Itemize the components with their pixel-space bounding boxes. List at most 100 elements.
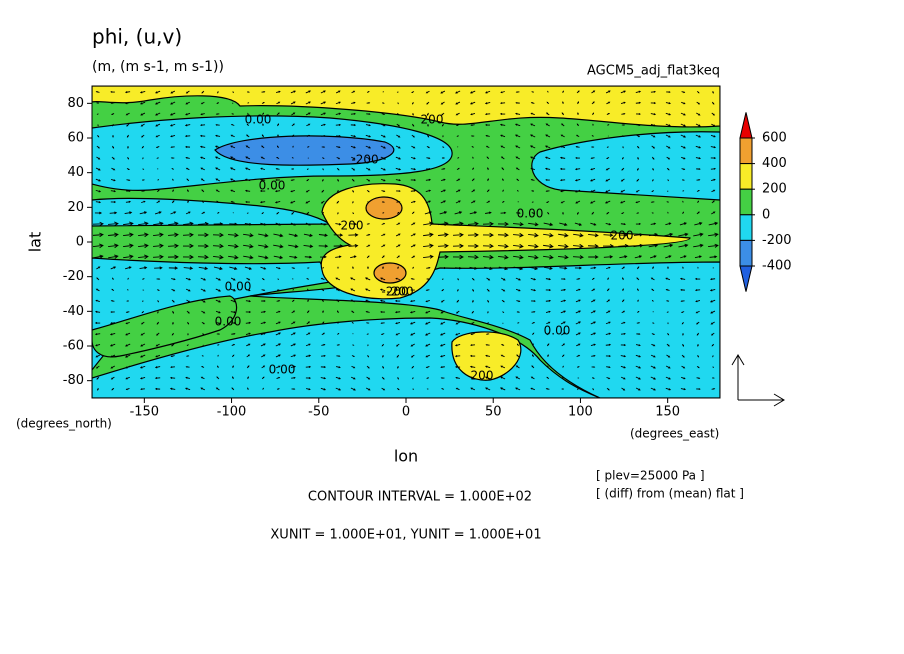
wind-vector xyxy=(575,310,582,314)
wind-vector xyxy=(200,124,206,127)
wind-vector xyxy=(483,254,494,260)
wind-vector xyxy=(243,243,254,249)
wind-vector xyxy=(367,344,369,347)
wind-vector xyxy=(154,101,161,105)
wind-vector xyxy=(245,200,250,203)
wind-vector xyxy=(457,157,460,159)
wind-vector xyxy=(366,376,371,380)
wind-vector xyxy=(696,90,700,94)
wind-vector xyxy=(560,134,565,138)
wind-vector xyxy=(273,244,284,249)
wind-vector xyxy=(696,168,701,171)
wind-vector xyxy=(516,178,520,182)
wind-vector xyxy=(140,343,146,347)
wind-vector xyxy=(365,310,370,313)
wind-vector xyxy=(410,233,416,237)
wind-vector xyxy=(636,266,640,270)
wind-vector xyxy=(603,233,614,237)
wind-vector xyxy=(154,387,161,390)
wind-vector xyxy=(246,365,250,369)
wind-vector xyxy=(651,156,655,160)
wind-vector xyxy=(681,354,685,358)
wind-vector xyxy=(694,277,701,281)
wind-vector xyxy=(711,211,716,215)
wind-vector xyxy=(514,123,521,127)
y-tick-label: -60 xyxy=(63,339,84,354)
wind-vector xyxy=(515,387,521,391)
wind-vector xyxy=(515,277,521,281)
wind-vector xyxy=(409,321,416,325)
wind-vector xyxy=(396,134,401,138)
wind-vector xyxy=(532,343,534,346)
wind-vector xyxy=(261,102,265,104)
wind-vector xyxy=(513,266,524,271)
wind-vector xyxy=(335,277,341,281)
wind-vector xyxy=(337,332,340,335)
wind-vector xyxy=(276,211,280,215)
wind-vector xyxy=(651,343,656,347)
wind-vector xyxy=(442,146,445,148)
wind-vector xyxy=(109,211,118,215)
wind-vector xyxy=(394,311,401,314)
colorbar-label: 400 xyxy=(762,156,787,171)
wind-vector xyxy=(351,365,356,369)
wind-vector xyxy=(440,299,445,303)
wind-vector xyxy=(456,124,460,127)
wind-vector xyxy=(544,145,551,149)
wind-vector xyxy=(515,112,521,115)
wind-vector xyxy=(303,244,314,249)
wind-vector xyxy=(320,255,327,259)
wind-vector xyxy=(170,146,175,149)
wind-vector xyxy=(126,168,130,171)
wind-vector xyxy=(651,288,655,292)
wind-vector xyxy=(423,232,434,238)
wind-vector xyxy=(153,243,164,249)
wind-vector xyxy=(366,255,370,259)
wind-vector xyxy=(411,123,415,127)
wind-vector xyxy=(485,333,490,335)
wind-vector xyxy=(604,200,611,204)
wind-vector xyxy=(110,91,115,93)
wind-vector xyxy=(306,168,309,170)
wind-vector xyxy=(232,376,234,380)
wind-vector xyxy=(606,157,610,160)
wind-vector xyxy=(441,157,445,159)
wind-vector xyxy=(561,123,565,127)
wind-vector xyxy=(590,321,597,325)
wind-vector xyxy=(678,232,689,237)
wind-vector xyxy=(711,388,716,390)
wind-vector xyxy=(348,244,359,248)
wind-vector xyxy=(636,145,640,149)
wind-vector xyxy=(380,156,387,160)
wind-vector xyxy=(515,145,521,149)
wind-vector xyxy=(500,134,506,138)
wind-vector xyxy=(576,123,579,127)
wind-vector xyxy=(708,221,719,226)
wind-vector xyxy=(244,167,251,171)
wind-vector xyxy=(215,123,220,126)
wind-vector xyxy=(261,365,266,369)
wind-vector xyxy=(470,321,475,325)
colorbar-segment xyxy=(739,137,753,165)
wind-vector xyxy=(367,201,370,204)
wind-vector xyxy=(515,156,520,160)
wind-vector xyxy=(318,233,328,237)
wind-vector xyxy=(472,299,474,303)
wind-vector xyxy=(470,124,475,127)
wind-vector xyxy=(515,365,520,369)
wind-vector xyxy=(228,243,239,249)
wind-vector xyxy=(156,332,160,336)
wind-vector xyxy=(322,266,324,269)
wind-vector xyxy=(141,189,146,192)
wind-vector xyxy=(651,333,656,336)
wind-vector xyxy=(516,343,519,346)
wind-vector xyxy=(682,343,684,347)
wind-vector xyxy=(244,266,252,270)
wind-vector xyxy=(350,124,357,127)
wind-vector xyxy=(366,223,371,225)
contour-label: 0.00 xyxy=(269,363,296,377)
wind-vector xyxy=(484,365,491,369)
wind-vector xyxy=(337,178,339,182)
wind-vector xyxy=(276,388,280,390)
wind-vector xyxy=(651,145,656,149)
